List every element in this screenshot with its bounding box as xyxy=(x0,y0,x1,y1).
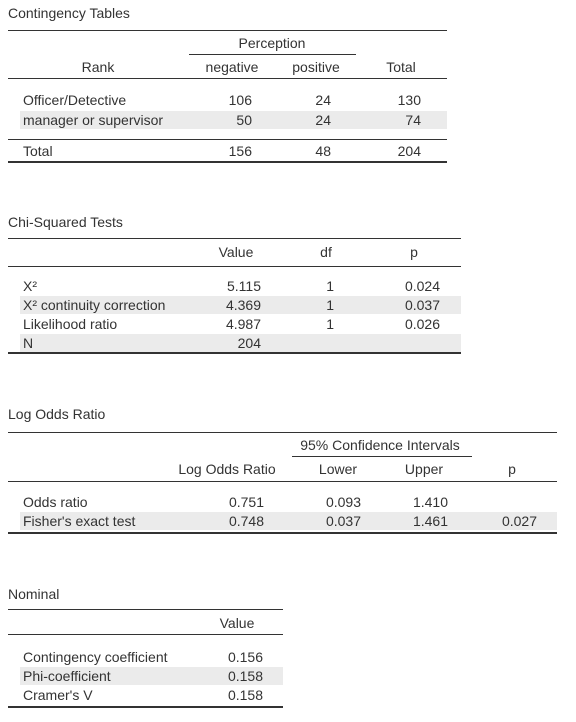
row-label: Total xyxy=(23,143,53,159)
row-label: Likelihood ratio xyxy=(23,316,118,332)
column-group-header: 95% Confidence Intervals xyxy=(300,437,460,453)
cell-value: 0.093 xyxy=(325,494,361,510)
cell-value: 0.024 xyxy=(404,278,440,294)
total-rule xyxy=(8,139,447,140)
table-bottom-rule xyxy=(8,352,461,354)
table-title: Contingency Tables xyxy=(8,5,130,21)
row-label: Officer/Detective xyxy=(23,92,127,108)
row-label: Fisher's exact test xyxy=(23,513,136,529)
row-shade xyxy=(20,296,461,314)
cell-value: 0.158 xyxy=(227,668,263,684)
cell-value: 1 xyxy=(326,297,334,313)
cell-value: 0.748 xyxy=(228,513,264,529)
column-header: Value xyxy=(218,244,254,260)
row-label: Cramer's V xyxy=(23,687,93,703)
row-shade xyxy=(20,667,283,685)
cell-value: 204 xyxy=(397,143,421,159)
table-top-rule xyxy=(8,609,283,610)
cell-value: 48 xyxy=(315,143,331,159)
row-label: X² xyxy=(23,278,37,294)
cell-value: 204 xyxy=(237,335,261,351)
group-rule xyxy=(189,54,356,55)
cell-value: 1.461 xyxy=(412,513,448,529)
column-header: p xyxy=(410,244,418,260)
cell-value: 0.037 xyxy=(325,513,361,529)
column-header: Log Odds Ratio xyxy=(178,461,276,477)
cell-value: 106 xyxy=(228,92,252,108)
row-label: Phi-coefficient xyxy=(23,668,111,684)
cell-value: 24 xyxy=(315,92,331,108)
column-header: Total xyxy=(386,59,416,75)
column-header: Rank xyxy=(81,59,115,75)
column-group-header: Perception xyxy=(238,35,306,51)
table-title: Log Odds Ratio xyxy=(8,406,106,422)
table-bottom-rule xyxy=(8,706,283,708)
cell-value: 24 xyxy=(315,112,331,128)
cell-value: 0.158 xyxy=(227,687,263,703)
table-bottom-rule xyxy=(8,161,447,163)
cell-value: 4.369 xyxy=(225,297,261,313)
column-header: Upper xyxy=(404,461,444,477)
row-label: manager or supervisor xyxy=(23,112,164,128)
cell-value: 130 xyxy=(397,92,421,108)
row-shade xyxy=(20,512,557,530)
cell-value: 5.115 xyxy=(227,278,261,294)
cell-value: 0.751 xyxy=(228,494,264,510)
cell-value: 1 xyxy=(326,278,334,294)
column-header: positive xyxy=(292,59,340,75)
row-label: Odds ratio xyxy=(23,494,88,510)
header-rule xyxy=(8,634,283,635)
group-rule xyxy=(292,456,472,457)
column-header: Value xyxy=(219,615,255,631)
cell-value: 74 xyxy=(405,112,421,128)
header-rule xyxy=(8,266,461,267)
header-rule xyxy=(8,78,447,79)
table-title: Nominal xyxy=(8,586,60,602)
column-header: df xyxy=(320,244,332,260)
column-header: negative xyxy=(205,59,259,75)
table-title: Chi-Squared Tests xyxy=(8,214,123,230)
row-label: N xyxy=(23,335,34,351)
cell-value: 4.987 xyxy=(225,316,261,332)
row-shade xyxy=(20,111,447,129)
cell-value: 1.410 xyxy=(412,494,448,510)
row-shade xyxy=(20,334,461,352)
cell-value: 0.156 xyxy=(227,649,263,665)
table-top-rule xyxy=(8,238,461,239)
column-header: Lower xyxy=(318,461,358,477)
row-label: X² continuity correction xyxy=(23,297,166,313)
column-header: p xyxy=(508,461,516,477)
cell-value: 1 xyxy=(326,316,334,332)
cell-value: 50 xyxy=(236,112,252,128)
row-label: Contingency coefficient xyxy=(23,649,168,665)
table-top-rule xyxy=(8,30,447,31)
cell-value: 156 xyxy=(228,143,252,159)
cell-value: 0.027 xyxy=(501,513,537,529)
header-rule xyxy=(8,481,557,482)
cell-value: 0.026 xyxy=(404,316,440,332)
table-bottom-rule xyxy=(8,532,557,534)
cell-value: 0.037 xyxy=(404,297,440,313)
table-top-rule xyxy=(8,432,557,433)
